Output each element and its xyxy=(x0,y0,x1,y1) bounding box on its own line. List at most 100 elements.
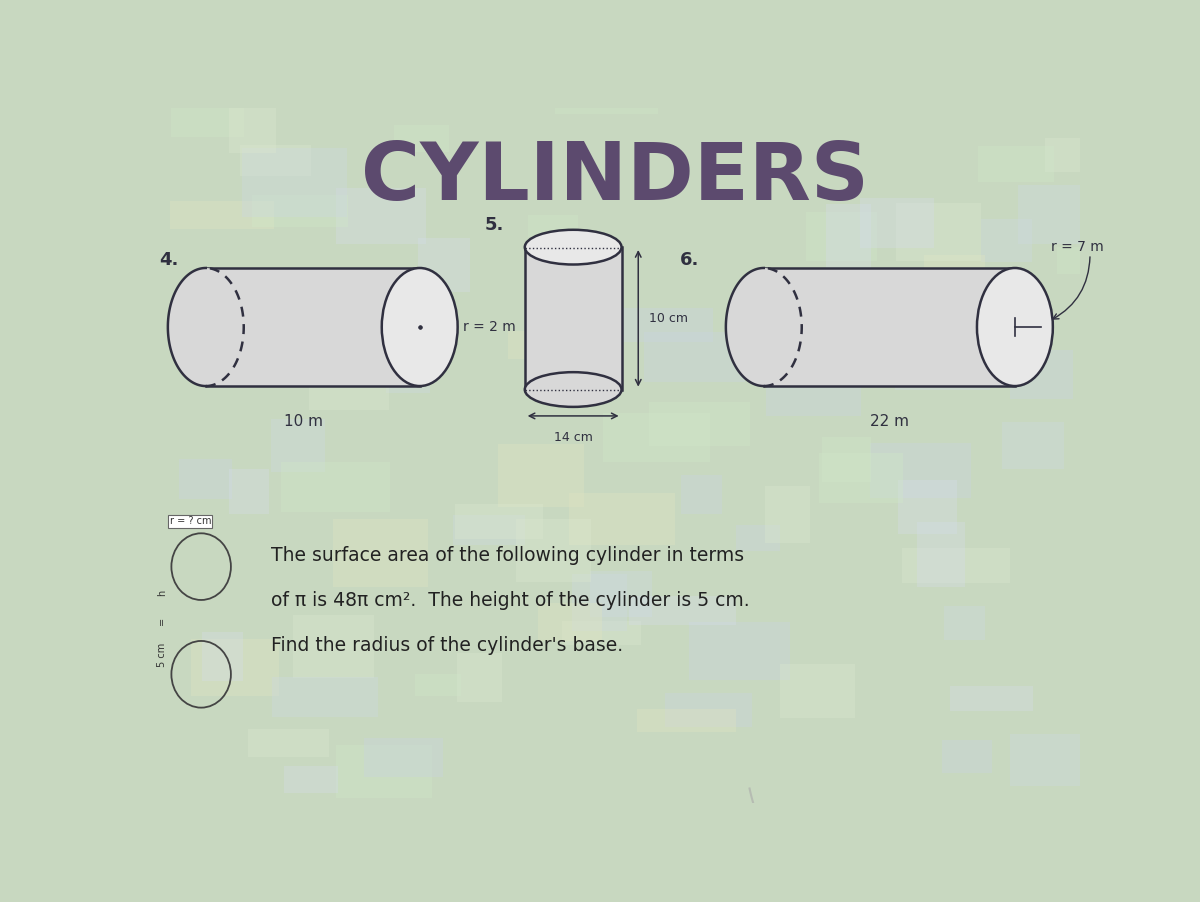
Bar xyxy=(293,615,374,678)
Bar xyxy=(643,332,745,382)
Bar xyxy=(766,363,862,416)
Bar xyxy=(590,571,653,617)
Bar xyxy=(242,149,347,216)
Text: 4.: 4. xyxy=(160,251,179,269)
Bar xyxy=(602,413,709,462)
Bar xyxy=(508,331,565,359)
Bar xyxy=(862,314,940,362)
Bar xyxy=(637,709,737,732)
Bar xyxy=(202,632,242,682)
Ellipse shape xyxy=(977,268,1052,386)
Text: =: = xyxy=(157,616,167,624)
Bar xyxy=(271,419,325,473)
Bar xyxy=(332,520,427,587)
Bar xyxy=(766,486,810,543)
Bar xyxy=(978,146,1055,182)
Bar xyxy=(629,596,736,625)
Bar xyxy=(901,548,1009,583)
Bar xyxy=(364,738,443,777)
Text: of π is 48π cm².  The height of the cylinder is 5 cm.: of π is 48π cm². The height of the cylin… xyxy=(271,591,750,610)
Bar xyxy=(1010,734,1088,786)
Bar xyxy=(875,271,944,305)
Bar xyxy=(336,188,426,244)
Bar xyxy=(682,474,722,513)
Bar xyxy=(942,741,992,773)
Text: 5 cm: 5 cm xyxy=(157,643,167,667)
Bar xyxy=(240,145,311,176)
Bar xyxy=(454,515,526,546)
Bar xyxy=(1057,247,1153,274)
Text: CYLINDERS: CYLINDERS xyxy=(361,140,869,217)
Bar xyxy=(498,444,583,507)
Bar xyxy=(516,519,590,582)
Bar xyxy=(228,86,276,152)
Bar xyxy=(292,280,362,319)
Bar xyxy=(806,212,877,261)
Bar xyxy=(820,454,902,502)
Ellipse shape xyxy=(168,268,244,386)
Text: 10 cm: 10 cm xyxy=(649,312,689,325)
Text: r = 7 m: r = 7 m xyxy=(1051,240,1104,254)
Text: 22 m: 22 m xyxy=(870,414,908,428)
Bar xyxy=(457,653,502,703)
Bar xyxy=(870,443,971,498)
Bar xyxy=(257,290,329,338)
Bar xyxy=(252,195,348,226)
Text: 10 m: 10 m xyxy=(284,414,323,428)
Bar xyxy=(736,525,780,551)
Bar xyxy=(528,216,577,237)
Bar xyxy=(310,367,389,410)
Bar xyxy=(822,437,871,482)
Bar xyxy=(572,574,626,630)
Bar xyxy=(605,308,713,343)
Text: Find the radius of the cylinder's base.: Find the radius of the cylinder's base. xyxy=(271,636,623,655)
Bar xyxy=(980,218,1032,262)
Bar xyxy=(1044,138,1134,171)
Bar xyxy=(950,686,1033,711)
Bar xyxy=(689,622,790,680)
Bar xyxy=(895,331,990,391)
Bar xyxy=(538,603,602,641)
Text: The surface area of the following cylinder in terms: The surface area of the following cylind… xyxy=(271,546,744,565)
Text: r = 2 m: r = 2 m xyxy=(463,320,516,334)
Bar xyxy=(860,198,935,248)
Bar xyxy=(248,729,329,757)
Bar xyxy=(780,664,856,718)
Bar xyxy=(554,56,658,114)
Text: 6.: 6. xyxy=(680,251,700,269)
Bar xyxy=(394,125,449,152)
Text: 14 cm: 14 cm xyxy=(553,431,593,444)
Bar xyxy=(415,674,461,696)
Ellipse shape xyxy=(524,230,622,264)
Bar xyxy=(1010,350,1073,400)
Polygon shape xyxy=(764,268,1015,386)
Text: r = ? cm: r = ? cm xyxy=(169,516,211,527)
Bar xyxy=(563,621,641,645)
Bar xyxy=(896,203,980,262)
Bar xyxy=(281,462,390,511)
Bar xyxy=(919,326,1013,364)
Bar xyxy=(1002,422,1064,469)
Bar xyxy=(648,402,750,446)
Bar xyxy=(284,766,338,793)
Bar xyxy=(191,639,278,695)
Ellipse shape xyxy=(382,268,457,386)
Ellipse shape xyxy=(726,268,802,386)
Bar xyxy=(943,606,985,640)
Bar xyxy=(899,480,958,534)
Bar xyxy=(228,469,269,514)
Text: 5.: 5. xyxy=(485,216,504,234)
Bar xyxy=(940,303,1037,350)
Bar xyxy=(336,744,432,797)
Bar xyxy=(455,504,542,539)
Polygon shape xyxy=(206,268,420,386)
Ellipse shape xyxy=(524,373,622,407)
Bar xyxy=(665,693,752,727)
Bar xyxy=(418,238,470,292)
Bar xyxy=(385,342,430,393)
Bar xyxy=(569,493,676,545)
Bar xyxy=(826,204,871,269)
Bar xyxy=(170,201,274,229)
Bar xyxy=(917,521,965,587)
Bar xyxy=(272,676,378,717)
